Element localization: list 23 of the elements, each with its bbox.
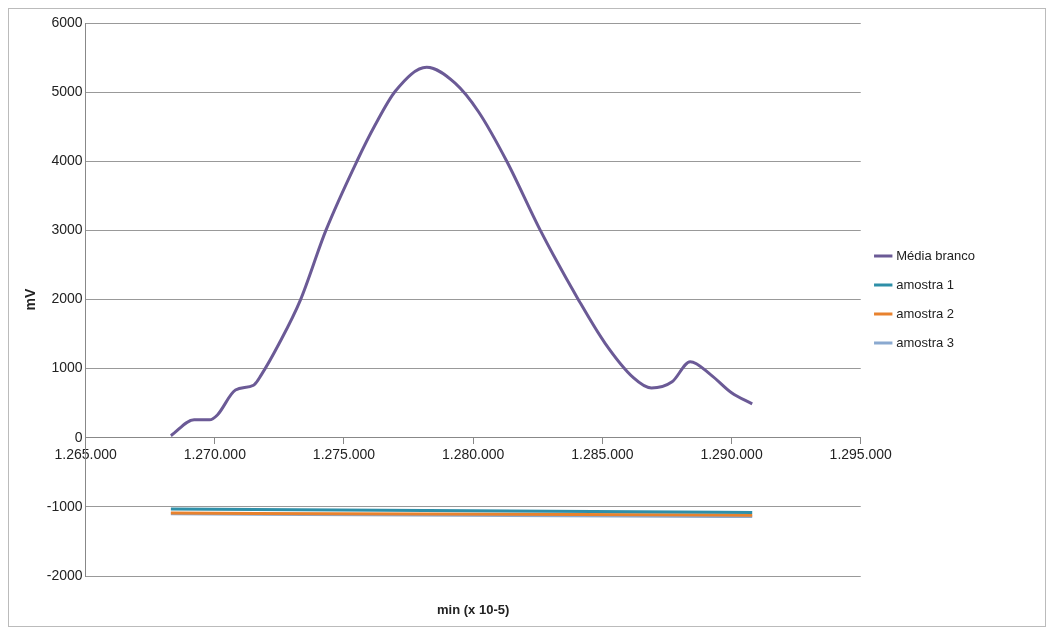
- y-tick-label: 0: [74, 428, 83, 445]
- x-tick-label: 1.270.000: [183, 446, 247, 463]
- x-axis-title: min (x 10-5): [437, 602, 510, 618]
- y-tick-label: 2000: [51, 290, 83, 307]
- x-tick-label: 1.275.000: [312, 446, 376, 463]
- y-tick-label: 5000: [51, 82, 83, 99]
- y-tick-label: -1000: [46, 497, 83, 514]
- x-tick-label: 1.295.000: [829, 446, 893, 463]
- x-tick-label: 1.280.000: [442, 446, 505, 463]
- legend-label: amostra 3: [896, 334, 955, 350]
- y-tick-label: 1000: [51, 359, 83, 376]
- y-tick-label: 6000: [51, 13, 83, 30]
- x-tick-label: 1.285.000: [571, 446, 634, 463]
- y-tick-label: 3000: [51, 221, 83, 238]
- x-tick-label: 1.290.000: [700, 446, 763, 463]
- legend-label: Média branco: [896, 247, 976, 263]
- x-tick-label: 1.265.000: [54, 446, 117, 463]
- y-tick-label: -2000: [46, 566, 83, 583]
- y-tick-label: 4000: [51, 152, 83, 169]
- line-series: [169, 65, 754, 438]
- y-axis-title: mV: [22, 287, 39, 311]
- legend-label: amostra 2: [896, 305, 955, 321]
- legend-label: amostra 1: [896, 276, 955, 292]
